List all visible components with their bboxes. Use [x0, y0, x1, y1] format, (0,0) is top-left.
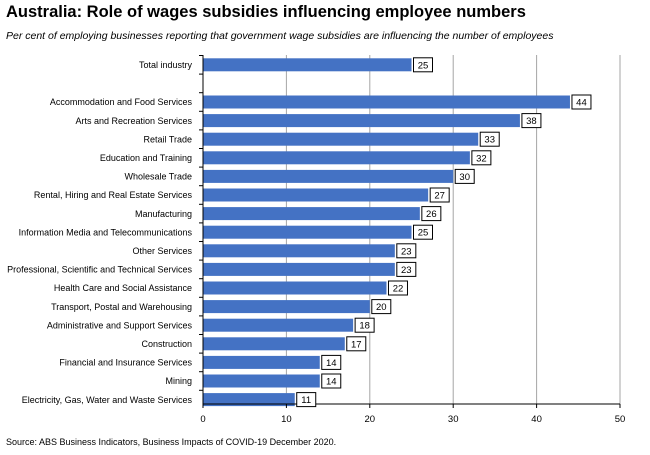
bar	[203, 151, 470, 165]
bars	[203, 58, 570, 407]
data-label: 38	[526, 116, 537, 127]
category-label: Wholesale Trade	[124, 172, 192, 182]
category-label: Total industry	[139, 60, 193, 70]
category-label: Professional, Scientific and Technical S…	[7, 265, 192, 275]
data-label-box	[387, 280, 408, 296]
data-label-box	[421, 206, 442, 222]
data-label: 33	[484, 135, 495, 146]
x-tick-label: 10	[281, 414, 292, 425]
data-label-box	[371, 299, 392, 315]
data-label: 14	[326, 358, 337, 369]
chart-title: Australia: Role of wages subsidies influ…	[6, 3, 526, 21]
data-label-box	[429, 187, 450, 203]
category-label: Arts and Recreation Services	[75, 116, 192, 126]
data-label: 17	[351, 339, 362, 350]
data-label: 30	[459, 172, 470, 183]
category-label: Financial and Insurance Services	[59, 358, 192, 368]
bar	[203, 337, 345, 351]
bar	[203, 114, 520, 128]
category-label: Mining	[165, 376, 192, 386]
data-label-box	[396, 261, 417, 277]
category-label: Retail Trade	[143, 134, 192, 144]
data-label-box	[571, 94, 592, 110]
x-tick-label: 30	[448, 414, 459, 425]
bar	[203, 318, 354, 332]
category-label: Health Care and Social Assistance	[54, 283, 192, 293]
x-tick-label: 20	[365, 414, 376, 425]
data-label-box	[396, 243, 417, 259]
bar	[203, 188, 429, 202]
bar	[203, 374, 320, 388]
data-label-box	[471, 150, 492, 166]
x-tick-label: 0	[200, 414, 205, 425]
x-tick-label: 40	[531, 414, 542, 425]
bar	[203, 225, 412, 239]
data-label-box	[413, 57, 433, 73]
data-label-box	[454, 168, 475, 184]
data-label-box	[321, 354, 342, 370]
category-label: Administrative and Support Services	[47, 320, 193, 330]
bar	[203, 132, 479, 146]
data-label-box	[296, 392, 317, 408]
data-label-box	[413, 224, 433, 240]
data-label: 25	[418, 60, 429, 71]
data-label: 44	[576, 98, 587, 109]
bar	[203, 207, 420, 221]
axes: 0 10 20 30 40 50	[199, 55, 625, 425]
bar	[203, 300, 370, 314]
data-label: 23	[401, 246, 412, 257]
data-label: 25	[418, 228, 429, 239]
data-label-box	[479, 131, 500, 147]
bar	[203, 393, 295, 407]
category-label: Transport, Postal and Warehousing	[51, 302, 192, 312]
category-labels: Total industry Accommodation and Food Ser…	[7, 60, 192, 405]
chart-subtitle: Per cent of employing businesses reporti…	[6, 30, 554, 42]
bar	[203, 355, 320, 369]
category-label: Education and Training	[100, 153, 192, 163]
data-label: 18	[359, 321, 370, 332]
category-label: Rental, Hiring and Real Estate Services	[34, 190, 193, 200]
category-label: Construction	[141, 339, 192, 349]
data-label: 26	[426, 209, 437, 220]
bar	[203, 169, 454, 183]
category-label: Manufacturing	[135, 209, 192, 219]
data-labels: 25 44 38 33 32 30 27 26 25 23 23 22 20 18 17 14 14 11	[296, 57, 592, 408]
bar	[203, 95, 570, 109]
data-label-box	[321, 373, 342, 389]
source-note: Source: ABS Business Indicators, Busines…	[6, 437, 337, 447]
category-label: Accommodation and Food Services	[50, 97, 193, 107]
data-label: 23	[401, 265, 412, 276]
data-label: 22	[393, 284, 404, 295]
data-label-box	[346, 336, 367, 352]
bar	[203, 244, 395, 258]
bar	[203, 262, 395, 276]
data-label: 11	[301, 395, 311, 406]
category-label: Electricity, Gas, Water and Waste Servic…	[22, 395, 193, 405]
data-label-box	[354, 317, 375, 333]
data-label: 14	[326, 377, 337, 388]
data-label: 20	[376, 302, 387, 313]
x-tick-label: 50	[615, 414, 626, 425]
category-label: Other Services	[132, 246, 192, 256]
bar	[203, 58, 412, 72]
data-label-box	[521, 113, 542, 129]
category-label: Information Media and Telecommunications	[19, 227, 193, 237]
bar	[203, 281, 387, 295]
data-label: 27	[434, 191, 445, 202]
data-label: 32	[476, 153, 487, 164]
